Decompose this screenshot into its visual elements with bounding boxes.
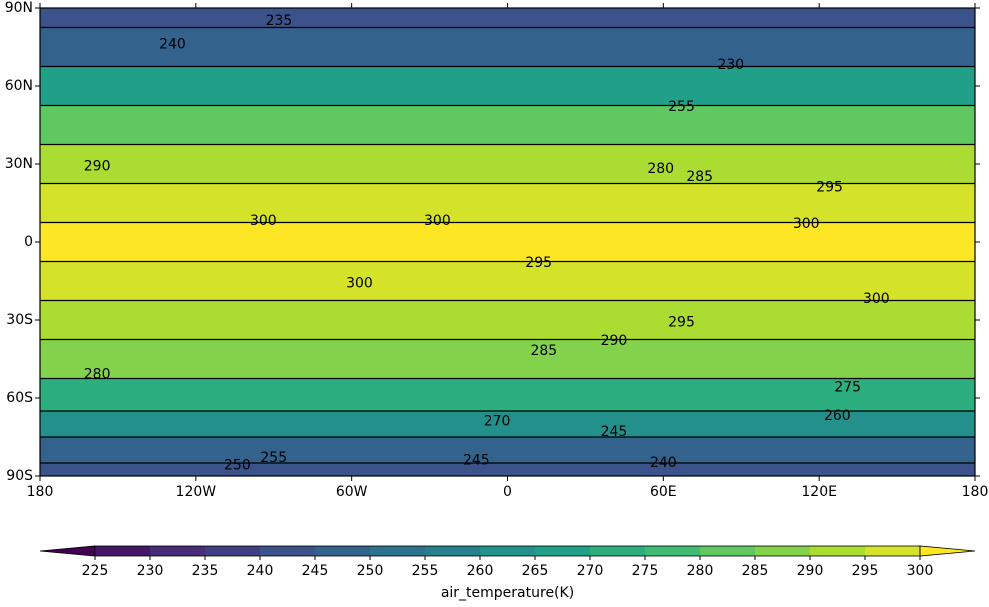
colorbar-title: air_temperature(K)	[441, 585, 574, 601]
contour-label: 235	[266, 13, 293, 29]
colorbar-extend-min	[39, 545, 96, 557]
colorbar-tick-label: 250	[357, 563, 384, 579]
y-tick-label: 30S	[6, 312, 33, 328]
colorbar-tick-label: 260	[467, 563, 494, 579]
contour-label: 300	[250, 213, 277, 229]
colorbar-segment	[370, 546, 426, 556]
contour-label: 300	[424, 213, 451, 229]
x-tick-label: 0	[503, 484, 512, 500]
contour-label: 300	[346, 276, 373, 292]
contour-label: 245	[601, 424, 628, 440]
temperature-band	[40, 8, 975, 28]
contour-label: 295	[816, 179, 843, 195]
temperature-band	[40, 411, 975, 438]
colorbar-tick-label: 255	[412, 563, 439, 579]
colorbar-segment	[150, 546, 206, 556]
colorbar-tick-label: 235	[192, 563, 219, 579]
colorbar-tick-label: 300	[907, 563, 934, 579]
x-tick-label: 180	[962, 484, 989, 500]
x-tick-label: 120W	[176, 484, 217, 500]
colorbar-tick-label: 290	[797, 563, 824, 579]
y-tick-label: 60N	[5, 78, 33, 94]
colorbar-segment	[865, 546, 921, 556]
temperature-band	[40, 261, 975, 301]
map-field: 235 240 230 255 290 280 285 295 300 300 300 295 300 3…	[40, 8, 975, 476]
colorbar-segment	[315, 546, 371, 556]
temperature-band	[40, 300, 975, 340]
contour-label: 290	[84, 159, 111, 175]
colorbar-segment	[260, 546, 316, 556]
contour-label: 280	[84, 367, 111, 383]
contour-label: 255	[260, 450, 287, 466]
contour-label: 245	[463, 452, 490, 468]
contour-label: 255	[668, 99, 695, 115]
colorbar-segment	[480, 546, 536, 556]
colorbar-segment	[645, 546, 701, 556]
colorbar-tick-label: 230	[137, 563, 164, 579]
contour-label: 275	[834, 380, 861, 396]
colorbar-tick-label: 295	[852, 563, 879, 579]
contour-label: 285	[530, 343, 557, 359]
contour-label: 285	[686, 169, 713, 185]
contour-label: 295	[668, 315, 695, 331]
colorbar-segment	[810, 546, 866, 556]
contour-label: 230	[717, 57, 744, 73]
colorbar-segment	[700, 546, 756, 556]
contour-label: 300	[863, 291, 890, 307]
y-tick-label: 60S	[6, 390, 33, 406]
colorbar-tick-label: 280	[687, 563, 714, 579]
colorbar-segment	[425, 546, 481, 556]
colorbar-segment	[755, 546, 811, 556]
temperature-band	[40, 378, 975, 412]
colorbar-tick-label: 240	[247, 563, 274, 579]
contour-label: 295	[525, 255, 552, 271]
contour-label: 250	[224, 458, 251, 474]
x-tick-label: 60W	[336, 484, 368, 500]
temperature-band	[40, 183, 975, 223]
temperature-band	[40, 27, 975, 67]
y-tick-label: 90S	[6, 468, 33, 484]
x-tick-label: 60E	[650, 484, 677, 500]
colorbar-segment	[95, 546, 151, 556]
colorbar-tick-label: 285	[742, 563, 769, 579]
contour-label: 260	[824, 408, 851, 424]
x-tick-label: 120E	[801, 484, 837, 500]
x-tick-label: 180	[27, 484, 54, 500]
temperature-band	[40, 339, 975, 379]
colorbar-segment	[590, 546, 646, 556]
contour-label: 270	[484, 413, 511, 429]
contour-label: 240	[650, 455, 677, 471]
temperature-band	[40, 463, 975, 476]
colorbar-tick-label: 275	[632, 563, 659, 579]
colorbar-segment	[205, 546, 261, 556]
colorbar-frame	[94, 545, 921, 557]
contour-label: 240	[159, 36, 186, 52]
temperature-band	[40, 66, 975, 106]
contour-label: 300	[793, 216, 820, 232]
contour-label: 280	[647, 161, 674, 177]
colorbar-extend-max	[919, 545, 976, 557]
colorbar-tick-label: 225	[82, 563, 109, 579]
colorbar-tick-label: 265	[522, 563, 549, 579]
colorbar-segment	[535, 546, 591, 556]
y-tick-label: 90N	[5, 0, 33, 16]
colorbar-tick-label: 245	[302, 563, 329, 579]
temperature-band	[40, 105, 975, 145]
temperature-band	[40, 437, 975, 464]
temperature-band	[40, 222, 975, 262]
temperature-band	[40, 144, 975, 184]
y-tick-label: 0	[24, 234, 33, 250]
y-tick-label: 30N	[5, 156, 33, 172]
colorbar-tick-label: 270	[577, 563, 604, 579]
contour-label: 290	[601, 333, 628, 349]
